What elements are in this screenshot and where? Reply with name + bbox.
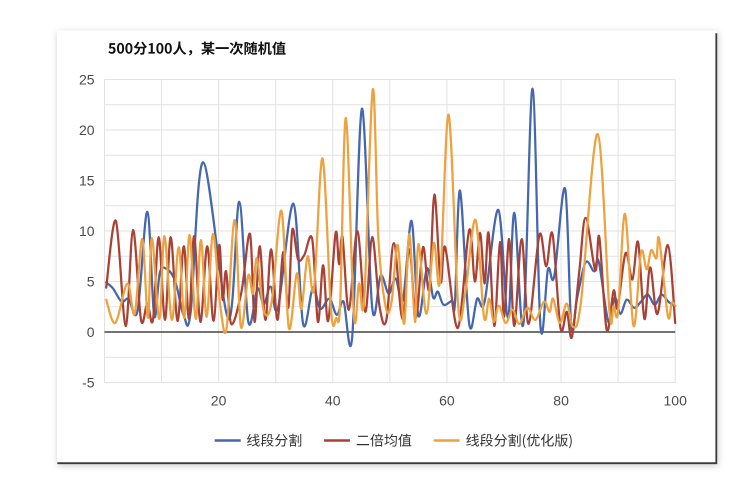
svg-text:25: 25 (79, 72, 95, 88)
svg-text:0: 0 (87, 324, 95, 340)
svg-text:80: 80 (553, 393, 569, 409)
svg-text:-5: -5 (82, 375, 95, 391)
svg-text:20: 20 (79, 122, 95, 138)
svg-text:20: 20 (211, 393, 227, 409)
svg-text:10: 10 (79, 223, 95, 239)
svg-text:5: 5 (87, 274, 95, 290)
svg-text:15: 15 (79, 173, 95, 189)
svg-text:100: 100 (664, 393, 688, 409)
svg-text:40: 40 (325, 393, 341, 409)
svg-text:60: 60 (439, 393, 455, 409)
